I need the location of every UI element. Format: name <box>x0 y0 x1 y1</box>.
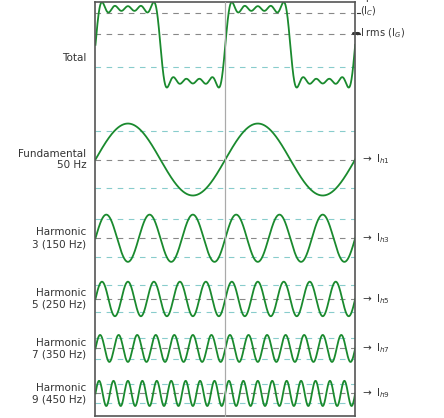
Text: $\rightarrow$ I$_{h7}$: $\rightarrow$ I$_{h7}$ <box>360 342 389 355</box>
Text: Total: Total <box>62 54 87 63</box>
Text: Harmonic
9 (450 Hz): Harmonic 9 (450 Hz) <box>32 382 87 404</box>
Text: Harmonic
7 (350 Hz): Harmonic 7 (350 Hz) <box>32 338 87 359</box>
Text: I peak
(I$_C$): I peak (I$_C$) <box>360 0 389 18</box>
Text: I rms (I$_G$): I rms (I$_G$) <box>360 27 404 41</box>
Text: $\rightarrow$ I$_{h5}$: $\rightarrow$ I$_{h5}$ <box>360 292 389 306</box>
Text: $\rightarrow$ I$_{h9}$: $\rightarrow$ I$_{h9}$ <box>360 387 389 400</box>
Text: Harmonic
5 (250 Hz): Harmonic 5 (250 Hz) <box>32 288 87 310</box>
Text: Fundamental
50 Hz: Fundamental 50 Hz <box>19 149 87 170</box>
Text: Harmonic
3 (150 Hz): Harmonic 3 (150 Hz) <box>32 227 87 249</box>
Text: $\rightarrow$ I$_{h3}$: $\rightarrow$ I$_{h3}$ <box>360 231 389 245</box>
Text: $\rightarrow$ I$_{h1}$: $\rightarrow$ I$_{h1}$ <box>360 153 389 166</box>
